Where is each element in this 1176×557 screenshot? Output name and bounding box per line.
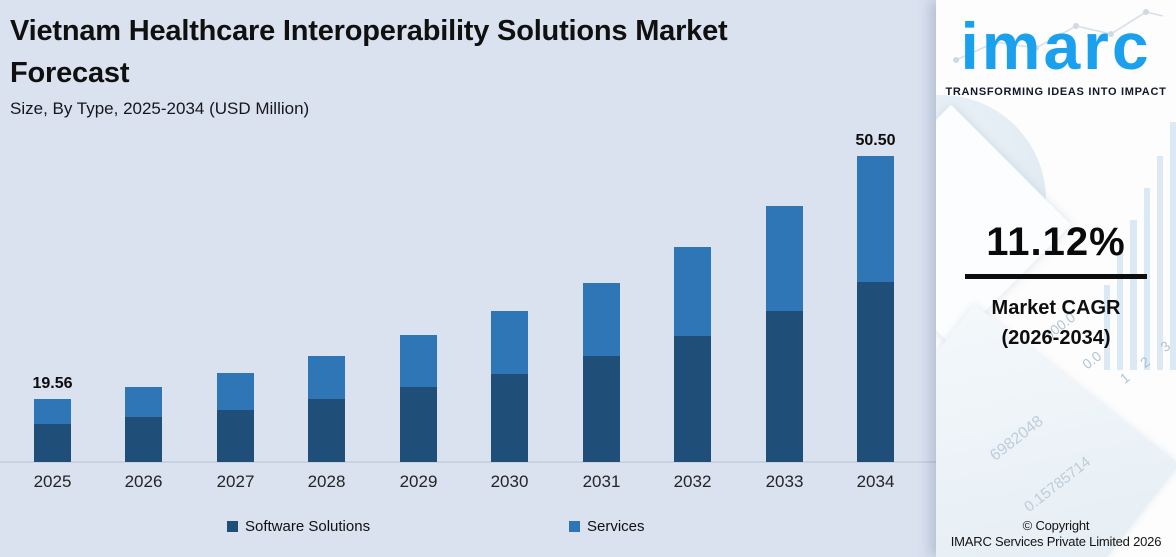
legend-swatch-services xyxy=(569,521,580,532)
cagr-value: 11.12% xyxy=(986,220,1126,264)
data-label-2025: 19.56 xyxy=(32,375,73,392)
bar-segment-services xyxy=(34,399,71,424)
bar-2027 xyxy=(217,373,254,462)
page-subtitle: Size, By Type, 2025-2034 (USD Million) xyxy=(10,99,310,118)
x-axis-label-2026: 2026 xyxy=(124,472,163,491)
bar-segment-software-solutions xyxy=(583,356,620,462)
bar-segment-software-solutions xyxy=(766,311,803,462)
legend-label: Software Solutions xyxy=(245,518,371,535)
page-title: Vietnam Healthcare Interoperability Solu… xyxy=(10,15,728,89)
imarc-logo-text: imarc xyxy=(960,9,1152,83)
x-axis-label-2033: 2033 xyxy=(765,472,804,491)
x-axis-label-2025: 2025 xyxy=(33,472,72,491)
data-label-2034: 50.50 xyxy=(855,132,896,149)
bar-segment-services xyxy=(766,206,803,311)
x-axis-line xyxy=(0,461,936,463)
copyright-line2: IMARC Services Private Limited 2026 xyxy=(950,534,1162,549)
copyright-notice: © Copyright IMARC Services Private Limit… xyxy=(936,518,1176,550)
chart-panel: Vietnam Healthcare Interoperability Solu… xyxy=(0,0,936,557)
x-axis-label-2031: 2031 xyxy=(582,472,621,491)
watermark-number: 6982048 xyxy=(987,412,1047,465)
x-axis-label-2029: 2029 xyxy=(399,472,438,491)
bar-segment-software-solutions xyxy=(125,417,162,462)
bar-2030 xyxy=(491,311,528,462)
bar-segment-software-solutions xyxy=(491,374,528,462)
imarc-logo: imarc TRANSFORMING IDEAS INTO IMPACT xyxy=(936,4,1176,98)
bar-2031 xyxy=(583,283,620,462)
x-axis-label-2027: 2027 xyxy=(216,472,255,491)
x-axis-label-2034: 2034 xyxy=(856,472,895,491)
legend: Software Solutions Services xyxy=(0,517,936,539)
bar-2032 xyxy=(674,247,711,462)
bar-segment-services xyxy=(308,356,345,399)
bar-segment-software-solutions xyxy=(400,387,437,462)
bar-2029 xyxy=(400,335,437,462)
bar-2026 xyxy=(125,387,162,462)
bar-segment-software-solutions xyxy=(857,282,894,462)
legend-item-software-solutions: Software Solutions xyxy=(227,517,370,536)
cagr-label: Market CAGR xyxy=(991,297,1121,319)
bar-2025 xyxy=(34,399,71,462)
legend-label: Services xyxy=(587,518,645,535)
bar-segment-services xyxy=(217,373,254,410)
legend-swatch-software-solutions xyxy=(227,521,238,532)
plot-area: 2025 2026 2027 2028 2029 2030 2031 2032 2033 2034… xyxy=(0,132,936,491)
imarc-tagline: TRANSFORMING IDEAS INTO IMPACT xyxy=(945,86,1167,98)
cagr-callout: 11.12% Market CAGR (2026-2034) xyxy=(936,220,1176,353)
bar-2034 xyxy=(857,156,894,462)
bar-segment-services xyxy=(674,247,711,336)
bar-2033 xyxy=(766,206,803,462)
bar-segment-software-solutions xyxy=(34,424,71,462)
bar-segment-services xyxy=(125,387,162,417)
bar-segment-software-solutions xyxy=(674,336,711,462)
cagr-period: (2026-2034) xyxy=(1001,327,1111,349)
watermark-number: 0.15785714 xyxy=(1021,453,1095,516)
bar-segment-services xyxy=(857,156,894,282)
bar-2028 xyxy=(308,356,345,462)
legend-item-services: Services xyxy=(569,517,645,536)
bar-segment-services xyxy=(491,311,528,374)
bar-segment-software-solutions xyxy=(217,410,254,462)
x-axis-label-2028: 2028 xyxy=(307,472,346,491)
x-axis-label-2030: 2030 xyxy=(490,472,529,491)
bar-segment-services xyxy=(400,335,437,387)
cagr-underline xyxy=(965,274,1147,279)
x-axis-label-2032: 2032 xyxy=(673,472,712,491)
bar-segment-services xyxy=(583,283,620,356)
copyright-line1: © Copyright xyxy=(1022,518,1090,533)
brand-panel: 500.0 0.0 1 2 3 4 6982048 0.15785714 ima… xyxy=(936,0,1176,557)
bar-segment-software-solutions xyxy=(308,399,345,462)
